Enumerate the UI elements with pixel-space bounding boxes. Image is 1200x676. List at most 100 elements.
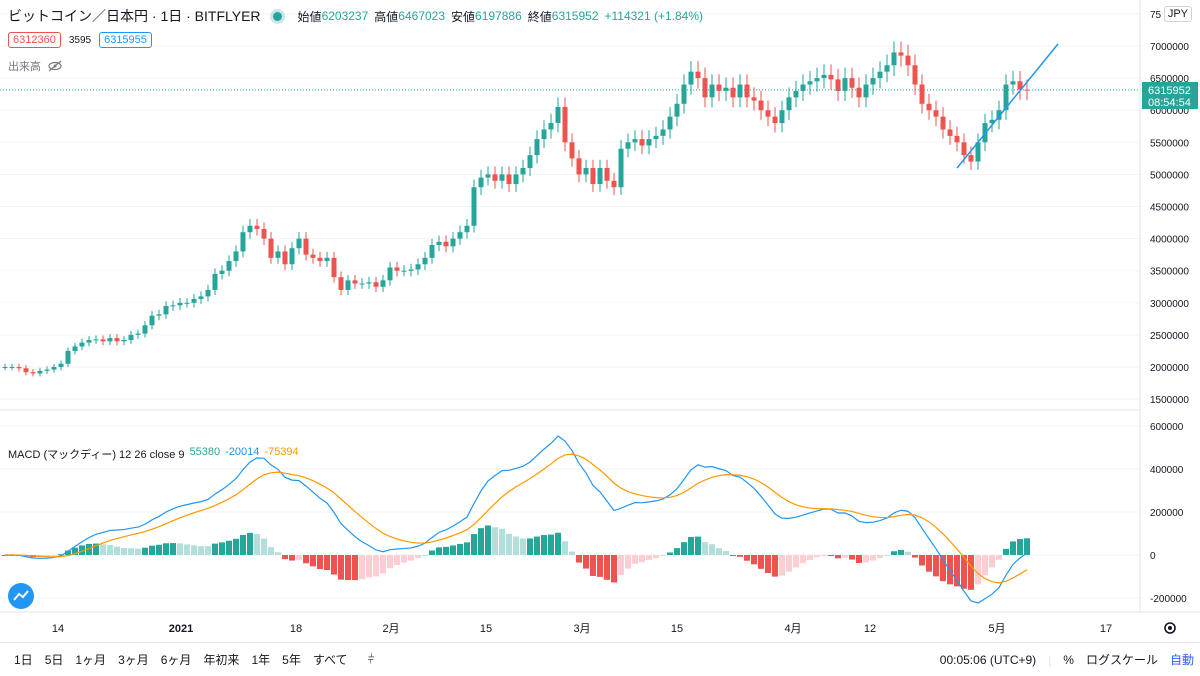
macd-hist-bar bbox=[254, 533, 260, 555]
range-button[interactable]: 5年 bbox=[282, 653, 301, 667]
close-value: 6315952 bbox=[551, 9, 599, 23]
range-button[interactable]: 6ヶ月 bbox=[160, 653, 192, 667]
macd-hist-bar bbox=[646, 555, 652, 561]
candle-body bbox=[226, 261, 232, 271]
candle-body bbox=[863, 84, 869, 98]
candle bbox=[16, 363, 22, 372]
candle-body bbox=[331, 257, 337, 278]
candle-body bbox=[16, 367, 22, 369]
volume-legend[interactable]: 出来高 bbox=[8, 58, 63, 74]
candle bbox=[114, 334, 120, 346]
candle bbox=[905, 44, 911, 77]
candle bbox=[261, 222, 267, 246]
price-tick-label: 2500000 bbox=[1150, 331, 1189, 342]
range-button[interactable]: 1ヶ月 bbox=[75, 653, 107, 667]
candle bbox=[170, 300, 176, 311]
chart-svg[interactable]: 1500000200000025000003000000350000040000… bbox=[0, 0, 1200, 642]
candle-body bbox=[478, 177, 484, 188]
macd-hist-bar bbox=[709, 544, 715, 555]
trend-line-drawing[interactable] bbox=[956, 43, 1059, 169]
macd-hist-bar bbox=[779, 555, 785, 576]
range-button[interactable]: 5日 bbox=[44, 653, 64, 667]
candle-body bbox=[905, 55, 911, 66]
macd-hist-bar bbox=[926, 555, 932, 572]
macd-hist-value: 55380 bbox=[189, 446, 221, 458]
candle-body bbox=[296, 238, 302, 249]
candle-body bbox=[590, 167, 596, 185]
candle bbox=[1010, 70, 1016, 95]
candle-body bbox=[394, 267, 400, 271]
macd-hist-bar bbox=[121, 547, 127, 555]
macd-hist-bar bbox=[212, 543, 218, 555]
macd-hist-bar bbox=[905, 551, 911, 555]
candle-body bbox=[534, 139, 540, 156]
macd-hist-bar bbox=[758, 555, 764, 569]
candle-body bbox=[737, 84, 743, 98]
candle bbox=[23, 365, 29, 376]
candle-body bbox=[919, 84, 925, 104]
candle-body bbox=[786, 97, 792, 111]
price-tick-label: 75 bbox=[1150, 10, 1162, 21]
buy-button[interactable]: 6315955 bbox=[99, 32, 152, 48]
candle bbox=[37, 367, 43, 377]
macd-hist-bar bbox=[730, 555, 736, 556]
candle-body bbox=[100, 339, 106, 342]
candle-body bbox=[891, 52, 897, 66]
candle-body bbox=[366, 282, 372, 284]
clock-timezone[interactable]: 00:05:06 (UTC+9) bbox=[939, 652, 1037, 667]
macd-hist-bar bbox=[555, 532, 561, 555]
macd-hist-bar bbox=[828, 555, 834, 556]
candle bbox=[219, 265, 225, 280]
candle-body bbox=[912, 65, 918, 85]
open-label: 始値 bbox=[297, 9, 322, 24]
log-scale-toggle[interactable]: ログスケール bbox=[1085, 653, 1158, 667]
candle bbox=[422, 251, 428, 271]
macd-hist-bar bbox=[422, 555, 428, 556]
candle bbox=[44, 366, 50, 374]
price-tick-label: 6000000 bbox=[1150, 106, 1189, 117]
candle-body bbox=[772, 116, 778, 124]
date-range-icon[interactable]: ⫩ bbox=[367, 652, 375, 666]
candle bbox=[359, 278, 365, 289]
candle-body bbox=[653, 135, 659, 140]
candle-body bbox=[695, 71, 701, 79]
macd-hist-bar bbox=[884, 555, 890, 556]
price-tick-label: 4500000 bbox=[1150, 203, 1189, 214]
candle-body bbox=[555, 106, 561, 124]
range-button[interactable]: 年初来 bbox=[203, 653, 240, 667]
spread-value: 3595 bbox=[68, 34, 92, 46]
candle-body bbox=[744, 84, 750, 98]
macd-hist-bar bbox=[408, 555, 414, 561]
time-tick-label: 15 bbox=[480, 623, 492, 635]
auto-scale-toggle[interactable]: 自動 bbox=[1169, 653, 1194, 667]
percent-toggle[interactable]: % bbox=[1063, 652, 1074, 667]
range-button[interactable]: すべて bbox=[312, 653, 348, 667]
candle-body bbox=[548, 123, 554, 130]
price-tick-label: 3000000 bbox=[1150, 299, 1189, 310]
macd-hist-bar bbox=[716, 548, 722, 555]
close-label: 終値 bbox=[527, 9, 552, 24]
range-button[interactable]: 1年 bbox=[251, 653, 271, 667]
candle bbox=[835, 68, 841, 102]
macd-hist-bar bbox=[79, 545, 85, 555]
candle bbox=[709, 74, 715, 108]
macd-legend[interactable]: MACD (マックディー) 12 26 close 9 55380 -20014… bbox=[8, 446, 304, 462]
price-grid bbox=[0, 13, 1140, 400]
candle bbox=[506, 166, 512, 192]
currency-badge[interactable]: JPY bbox=[1163, 6, 1192, 22]
eye-hidden-icon[interactable] bbox=[47, 60, 63, 72]
price-tick-label: 2000000 bbox=[1150, 363, 1189, 374]
macd-hist-bar bbox=[485, 525, 491, 555]
range-button[interactable]: 3ヶ月 bbox=[118, 653, 149, 667]
candle bbox=[289, 242, 295, 271]
candle-body bbox=[688, 71, 694, 85]
candle bbox=[793, 80, 799, 108]
sell-button[interactable]: 6312360 bbox=[8, 32, 61, 48]
candle bbox=[751, 87, 757, 111]
candle bbox=[471, 179, 477, 233]
range-button[interactable]: 1日 bbox=[14, 653, 33, 667]
macd-tick-label: 0 bbox=[1150, 551, 1156, 562]
settings-gear-icon[interactable] bbox=[1164, 622, 1176, 634]
tradingview-logo-icon[interactable] bbox=[8, 583, 34, 609]
symbol-title[interactable]: ビットコイン／日本円 · 1日 · BITFLYER bbox=[8, 8, 261, 24]
